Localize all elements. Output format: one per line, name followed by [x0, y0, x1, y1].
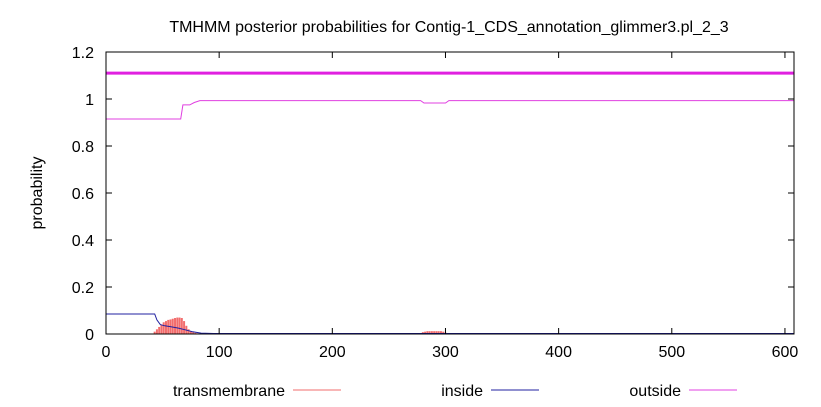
y-tick-label: 0.2 [72, 280, 94, 297]
y-tick-label: 0.6 [72, 186, 94, 203]
y-tick-label: 0.8 [72, 139, 94, 156]
legend: transmembrane inside outside [173, 383, 737, 400]
y-tick-label: 1.2 [72, 45, 94, 62]
chart-title: TMHMM posterior probabilities for Contig… [169, 19, 728, 36]
y-axis: 0 0.2 0.4 0.6 0.8 1 1.2 [72, 45, 794, 344]
series-outside [106, 100, 794, 120]
x-tick-label: 400 [545, 344, 572, 361]
plot-area [106, 71, 794, 334]
y-axis-label: probability [29, 157, 46, 230]
y-tick-label: 0.4 [72, 233, 94, 250]
series-inside [106, 313, 794, 334]
inside-line [106, 313, 794, 334]
y-tick-label: 1 [85, 92, 94, 109]
legend-item-inside: inside [441, 383, 539, 400]
legend-label: outside [629, 383, 681, 400]
legend-item-outside: outside [629, 383, 737, 400]
legend-item-transmembrane: transmembrane [173, 383, 341, 400]
series-transmembrane [153, 317, 449, 334]
x-tick-label: 100 [206, 344, 233, 361]
x-axis: 0 100 200 300 400 500 600 [102, 52, 799, 361]
legend-label: inside [441, 383, 483, 400]
x-tick-label: 500 [658, 344, 685, 361]
x-tick-label: 600 [772, 344, 799, 361]
outside-line [106, 100, 794, 120]
legend-label: transmembrane [173, 383, 285, 400]
x-tick-label: 200 [319, 344, 346, 361]
x-tick-label: 300 [432, 344, 459, 361]
plot-frame [105, 51, 795, 335]
x-tick-label: 0 [102, 344, 111, 361]
y-tick-label: 0 [85, 327, 94, 344]
